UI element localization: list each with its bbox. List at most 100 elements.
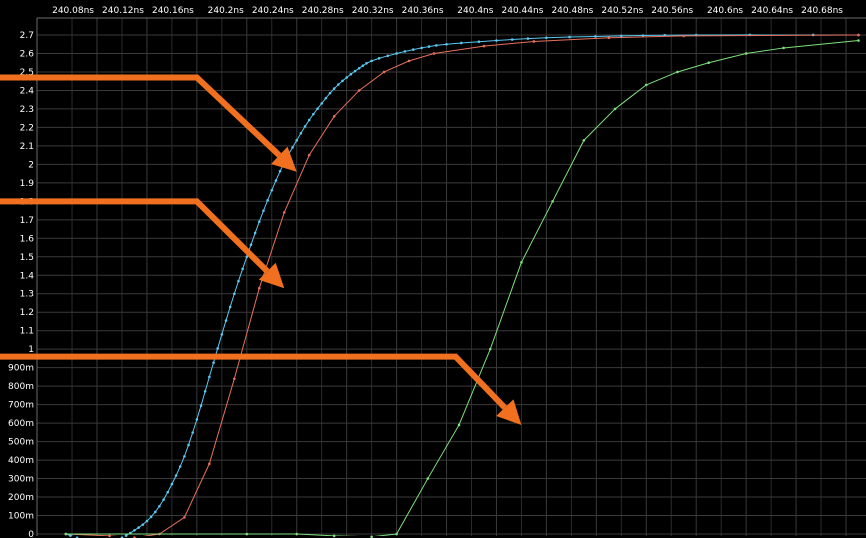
data-point [332,115,336,118]
data-point [220,333,224,336]
y-tick-label: 1.7 [20,216,34,226]
data-point [191,431,195,434]
data-point [345,76,348,79]
data-point [420,46,423,50]
data-point [403,50,407,53]
data-point [299,131,303,135]
x-tick-label: 240.4ns [457,6,493,16]
data-point [257,220,261,223]
x-tick-label: 240.12ns [102,6,144,16]
y-tick-label: 1.6 [20,234,35,244]
y-tick-label: 2.2 [20,123,34,133]
y-tick-label: 200m [8,493,34,503]
data-point [282,211,286,214]
x-tick-label: 240.08ns [52,6,94,16]
y-tick-label: 300m [8,475,34,485]
data-point [295,139,299,142]
axes: 240.08ns 240.12ns 240.16ns 240.2ns 240.24ns 2… [8,6,866,538]
data-point [407,59,411,63]
data-point [316,107,319,110]
y-tick-label: 1.9 [20,179,35,189]
data-point [395,52,398,55]
data-point [178,465,182,468]
data-point [594,35,597,38]
data-point [295,532,299,536]
y-tick-label: 1.1 [20,327,34,337]
data-point [477,40,481,44]
y-tick-label: 700m [8,401,34,411]
data-point [174,474,178,477]
data-point [245,255,249,259]
annotation-arrowhead [258,262,285,289]
y-tick-label: 2 [28,160,34,170]
x-tick-label: 240.48ns [551,6,593,16]
x-tick-label: 240.56ns [651,6,693,16]
data-point [183,455,186,458]
series-line-2 [65,34,859,536]
data-point [613,107,617,111]
data-point [520,261,523,264]
y-tick-label: 2.7 [20,31,34,41]
data-point [495,39,498,42]
x-tick-label: 240.16ns [152,6,194,16]
y-tick-label: 500m [8,438,34,448]
data-point [682,34,686,38]
data-point [782,46,785,50]
annotation-arrowhead [496,399,522,425]
x-tick-label: 240.24ns [252,6,294,16]
y-tick-label: 2.1 [20,142,34,152]
data-point [274,179,278,182]
data-point [108,534,111,538]
data-point [357,66,361,70]
data-point [69,534,72,537]
y-tick-label: 1.5 [20,253,34,263]
annotations [0,74,522,425]
data-point [510,38,514,41]
data-point [663,33,667,37]
annotation-arrow [0,198,270,274]
data-point [457,423,461,427]
y-tick-label: 400m [8,456,34,466]
x-tick-label: 240.28ns [302,6,344,16]
data-point [370,59,373,63]
x-tick-label: 240.68ns [801,6,843,16]
data-point [257,286,261,290]
data-point [307,118,311,122]
data-point [141,523,145,526]
data-point [312,112,315,116]
data-point [620,34,623,38]
x-tick-label: 240.64ns [751,6,793,16]
data-point [332,534,336,538]
data-point [162,498,165,501]
data-point [208,375,211,379]
data-point [158,504,161,508]
data-point [270,188,274,192]
data-point [291,146,294,149]
data-point [320,102,324,105]
data-point [245,532,249,536]
x-tick-label: 240.36ns [402,6,444,16]
data-point [386,54,390,58]
data-point [370,535,373,538]
data-point [676,70,679,74]
data-point [341,79,344,83]
data-point [435,44,438,47]
data-point [187,443,190,447]
data-point [377,57,381,60]
data-point [607,36,611,40]
data-point [488,347,492,351]
y-tick-label: 1.4 [20,271,35,281]
data-point [332,87,336,90]
annotation-arrowhead [271,146,297,172]
data-point [349,72,353,76]
data-point [411,48,415,51]
data-point [641,34,645,37]
y-tick-label: 2.4 [20,86,35,96]
data-point [644,83,648,87]
data-point [124,534,128,537]
y-tick-label: 2.5 [20,68,34,78]
data-point [133,529,136,532]
y-tick-label: 1.2 [20,308,34,318]
y-tick-label: 600m [8,419,34,429]
